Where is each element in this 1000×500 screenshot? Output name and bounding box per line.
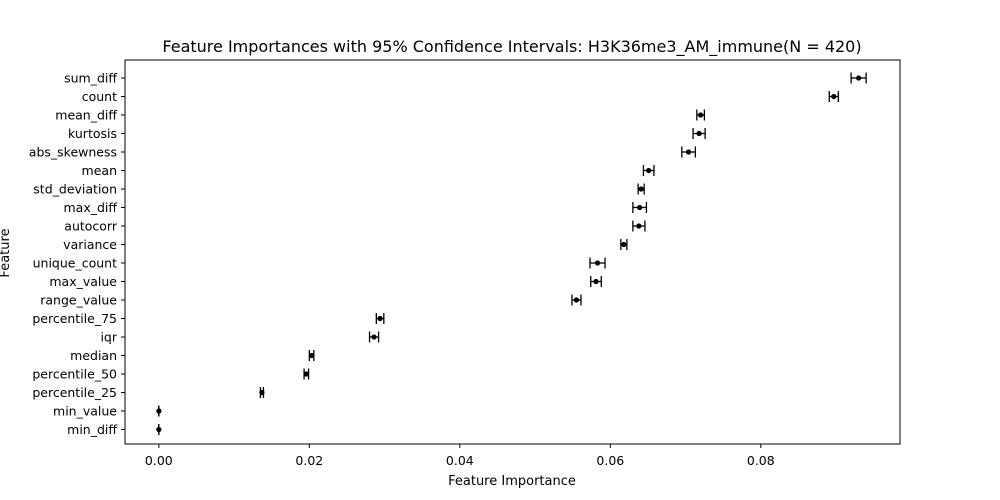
y-tick-label: max_diff (63, 200, 117, 215)
data-point (696, 130, 702, 137)
data-point (646, 167, 652, 174)
y-tick-label: mean (82, 163, 117, 178)
plot-area-frame (124, 59, 901, 445)
y-tick-label: autocorr (64, 219, 118, 234)
data-point (636, 223, 642, 229)
data-point (156, 426, 162, 433)
y-tick-label: count (82, 89, 117, 104)
data-point (685, 149, 692, 155)
y-tick-label: std_deviation (33, 182, 117, 197)
data-point (621, 241, 627, 248)
data-point (371, 334, 377, 340)
data-point (593, 278, 599, 285)
x-tick-label: 0.00 (145, 453, 173, 468)
y-tick-label: sum_diff (64, 71, 117, 86)
x-tick-label: 0.02 (295, 453, 323, 468)
y-tick-label: percentile_50 (32, 367, 117, 382)
y-tick-label: median (70, 348, 117, 363)
y-tick-label: unique_count (33, 256, 117, 271)
y-tick-label: kurtosis (68, 126, 117, 141)
data-point (309, 352, 315, 359)
y-tick-label: abs_skewness (29, 145, 117, 160)
data-point (377, 315, 383, 322)
y-tick-label: max_value (49, 274, 117, 289)
x-axis-label: Feature Importance (448, 474, 576, 489)
x-axis-ticks: 0.00 0.02 0.04 0.06 0.08 (145, 444, 775, 468)
data-point (259, 389, 265, 396)
x-tick-label: 0.08 (747, 453, 775, 468)
y-tick-label: range_value (40, 293, 117, 308)
chart-marks (156, 72, 867, 435)
data-point (638, 186, 644, 192)
y-tick-label: percentile_25 (32, 385, 117, 400)
y-axis-label: Feature (0, 228, 13, 277)
data-point (594, 260, 601, 266)
x-tick-label: 0.06 (596, 453, 624, 468)
y-tick-label: variance (63, 237, 117, 252)
data-point (303, 371, 309, 377)
y-tick-label: min_diff (67, 422, 117, 437)
data-point (637, 204, 643, 211)
y-tick-label: iqr (100, 330, 117, 345)
y-tick-label: percentile_75 (32, 311, 117, 326)
chart-title: Feature Importances with 95% Confidence … (162, 37, 861, 57)
data-point (698, 112, 704, 118)
x-tick-label: 0.04 (446, 453, 474, 468)
data-point (856, 75, 862, 81)
data-point (573, 297, 580, 303)
y-tick-label: min_value (53, 404, 117, 419)
data-point (156, 408, 162, 414)
y-tick-label: mean_diff (55, 108, 117, 123)
data-point (831, 93, 837, 100)
